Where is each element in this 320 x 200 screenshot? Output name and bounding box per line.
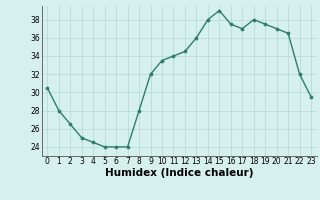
X-axis label: Humidex (Indice chaleur): Humidex (Indice chaleur) bbox=[105, 168, 253, 178]
